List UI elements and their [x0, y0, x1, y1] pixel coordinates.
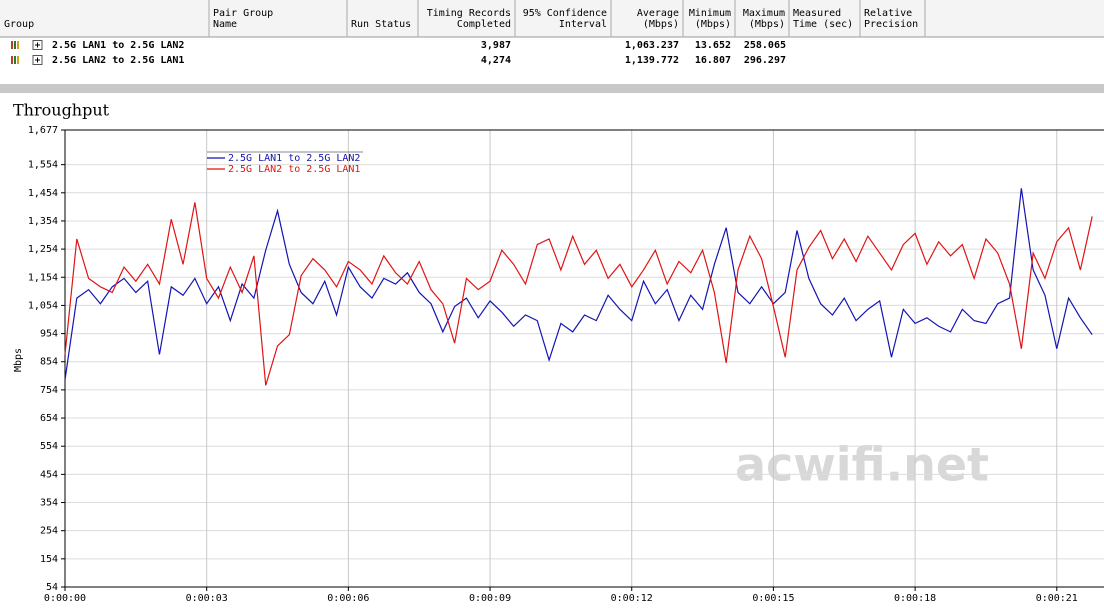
row-icon: [14, 56, 16, 64]
column-header: Precision: [864, 19, 918, 30]
y-tick-label: 654: [40, 413, 58, 424]
row-icon: [14, 41, 16, 49]
x-tick-label: 0:00:06: [327, 593, 369, 604]
y-tick-label: 54: [46, 582, 58, 593]
y-tick-label: 1,054: [28, 300, 58, 311]
x-tick-label: 0:00:03: [186, 593, 228, 604]
column-header: (Mbps): [695, 19, 731, 30]
records: 3,987: [481, 40, 511, 51]
splitter: [0, 84, 1104, 93]
column-header: Maximum: [743, 8, 785, 19]
x-tick-label: 0:00:21: [1036, 593, 1078, 604]
column-header: Group: [4, 19, 34, 30]
group-name: 2.5G LAN2 to 2.5G LAN1: [52, 55, 184, 66]
y-axis-label: Mbps: [13, 348, 24, 372]
column-header: (Mbps): [749, 19, 785, 30]
column-header: (Mbps): [643, 19, 679, 30]
table-header-bg: [0, 0, 1104, 37]
column-header: Average: [637, 8, 679, 19]
average: 1,063.237: [625, 40, 679, 51]
column-header: Timing Records: [427, 8, 511, 19]
y-tick-label: 154: [40, 554, 58, 565]
column-header: Completed: [457, 19, 511, 30]
y-tick-label: 1,254: [28, 244, 58, 255]
y-tick-label: 954: [40, 329, 58, 340]
x-tick-label: 0:00:12: [611, 593, 653, 604]
data-line: [64, 188, 1093, 380]
legend-label: 2.5G LAN2 to 2.5G LAN1: [228, 164, 360, 175]
y-tick-label: 454: [40, 469, 58, 480]
column-header: 95% Confidence: [523, 8, 607, 19]
x-tick-label: 0:00:18: [894, 593, 936, 604]
average: 1,139.772: [625, 55, 679, 66]
column-header: Run Status: [351, 19, 411, 30]
x-tick-label: 0:00:09: [469, 593, 511, 604]
chart-title: Throughput: [13, 101, 110, 120]
y-tick-label: 1,677: [28, 125, 58, 136]
x-tick-label: 0:00:15: [752, 593, 794, 604]
column-header: Relative: [864, 8, 912, 19]
minimum: 16.807: [695, 55, 731, 66]
column-header: Minimum: [689, 8, 731, 19]
x-tick-label: 0:00:00: [44, 593, 86, 604]
maximum: 258.065: [744, 40, 786, 51]
row-icon: [11, 41, 13, 49]
y-tick-label: 1,454: [28, 188, 58, 199]
data-line: [64, 202, 1093, 386]
y-tick-label: 1,154: [28, 272, 58, 283]
y-tick-label: 854: [40, 357, 58, 368]
maximum: 296.297: [744, 55, 786, 66]
table-body-bg: [0, 37, 1104, 85]
column-header: Measured: [793, 8, 841, 19]
y-tick-label: 754: [40, 385, 58, 396]
y-tick-label: 1,354: [28, 216, 58, 227]
column-header: Interval: [559, 19, 607, 30]
column-header: Time (sec): [793, 19, 853, 30]
y-tick-label: 354: [40, 498, 58, 509]
y-tick-label: 1,554: [28, 160, 58, 171]
group-name: 2.5G LAN1 to 2.5G LAN2: [52, 40, 184, 51]
records: 4,274: [481, 55, 511, 66]
row-icon: [17, 56, 19, 64]
minimum: 13.652: [695, 40, 731, 51]
y-tick-label: 554: [40, 441, 58, 452]
y-tick-label: 254: [40, 526, 58, 537]
row-icon: [17, 41, 19, 49]
column-header: Name: [213, 19, 237, 30]
column-header: Pair Group: [213, 8, 273, 19]
legend-label: 2.5G LAN1 to 2.5G LAN2: [228, 153, 360, 164]
row-icon: [11, 56, 13, 64]
